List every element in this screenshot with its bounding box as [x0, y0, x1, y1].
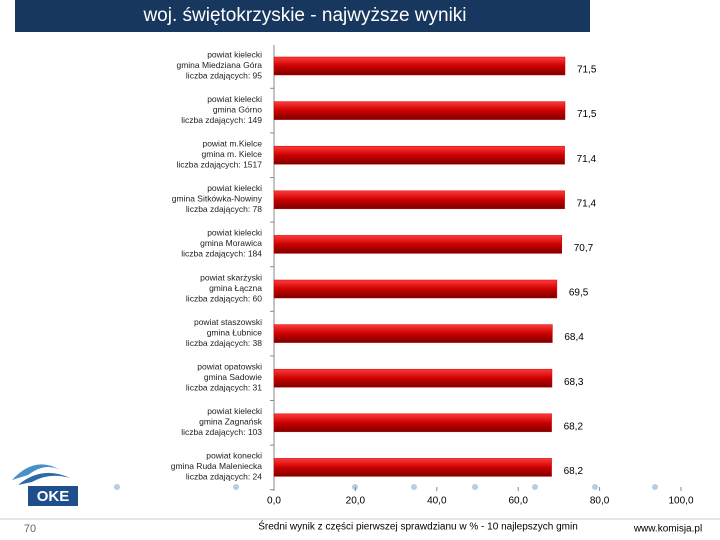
category-label: liczba zdających: 60	[186, 293, 262, 303]
category-label: powiat kielecki	[207, 183, 262, 193]
value-label: 68,2	[564, 466, 584, 477]
category-label: gmina Ruda Maleniecka	[171, 461, 262, 471]
category-label: liczba zdających: 149	[181, 115, 262, 125]
value-label: 71,4	[577, 154, 597, 165]
category-label: powiat kielecki	[207, 49, 262, 59]
category-label: liczba zdających: 38	[186, 338, 262, 348]
x-tick-label: 0,0	[267, 496, 281, 507]
category-label: liczba zdających: 31	[186, 382, 262, 392]
logo: OKE	[12, 464, 78, 506]
category-label: powiat kielecki	[207, 228, 262, 238]
category-label: powiat kielecki	[207, 94, 262, 104]
value-label: 68,4	[564, 332, 584, 343]
category-label: powiat kielecki	[207, 406, 262, 416]
category-label: liczba zdających: 95	[186, 70, 262, 80]
category-label: gmina Miedziana Góra	[176, 60, 262, 70]
bar	[273, 56, 566, 76]
category-label: liczba zdających: 1517	[176, 159, 262, 169]
x-tick-label: 40,0	[427, 496, 447, 507]
category-label: powiat staszowski	[194, 317, 262, 327]
category-label: gmina Sitkówka-Nowiny	[172, 194, 263, 204]
category-label: gmina Sadowie	[204, 372, 262, 382]
value-label: 68,3	[564, 377, 584, 388]
slide-title: woj. świętokrzyskie - najwyższe wyniki	[142, 5, 466, 26]
x-tick-label: 20,0	[346, 496, 366, 507]
value-label: 68,2	[564, 421, 584, 432]
title-bar	[15, 0, 590, 32]
bar	[273, 190, 565, 210]
value-label: 70,7	[574, 243, 594, 254]
x-axis-label: Średni wynik z części pierwszej sprawdzi…	[258, 520, 578, 533]
bar	[273, 235, 562, 254]
category-label: powiat skarżyski	[200, 272, 262, 282]
category-label: gmina Górno	[213, 104, 262, 114]
bar	[273, 279, 558, 299]
x-tick-label: 60,0	[508, 496, 528, 507]
category-label: gmina Zagnańsk	[199, 417, 263, 427]
category-label: powiat konecki	[206, 451, 262, 461]
bar	[273, 458, 552, 477]
category-label: liczba zdających: 103	[181, 427, 262, 437]
decor-dots	[114, 484, 658, 490]
value-label: 71,4	[577, 198, 597, 209]
x-tick-label: 100,0	[668, 496, 693, 507]
value-label: 69,5	[569, 288, 589, 299]
bar	[273, 101, 566, 120]
category-label: powiat opatowski	[197, 361, 262, 371]
category-label: gmina Łączna	[209, 283, 262, 293]
category-label: powiat m.Kielce	[202, 138, 262, 148]
bar	[273, 368, 553, 388]
bar	[273, 324, 553, 343]
category-label: liczba zdających: 78	[186, 204, 262, 214]
footer-url: www.komisja.pl	[633, 524, 702, 535]
category-label: gmina Morawica	[200, 238, 262, 248]
category-label: liczba zdających: 184	[181, 249, 262, 259]
category-label: gmina Łubnice	[207, 327, 263, 337]
value-label: 71,5	[577, 109, 597, 120]
category-label: gmina m. Kielce	[202, 149, 263, 159]
category-label: liczba zdających: 24	[186, 472, 262, 482]
x-tick-label: 80,0	[590, 496, 610, 507]
bar	[273, 145, 565, 165]
value-label: 71,5	[577, 65, 597, 76]
bar	[273, 413, 552, 433]
page-number: 70	[24, 523, 36, 535]
logo-text: OKE	[37, 488, 70, 505]
